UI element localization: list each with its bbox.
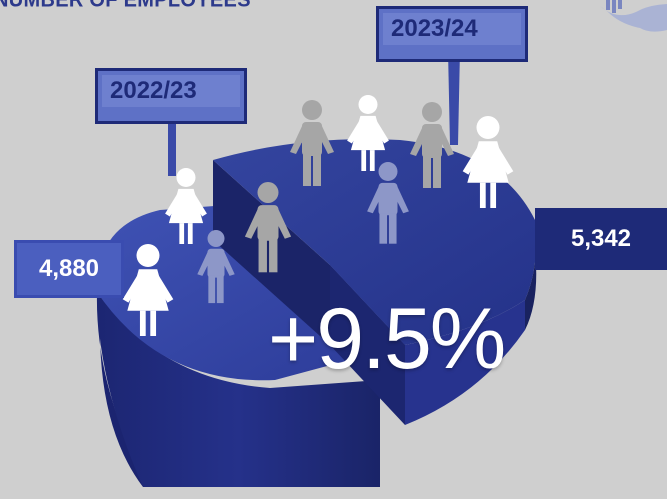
value-label-2023-24: 5,342 [535,208,667,270]
callout-line-2023-24 [448,50,460,145]
people-icons [122,95,514,336]
man-icon [197,230,235,304]
man-icon [290,100,334,186]
growth-percentage: +9.5% [268,291,506,387]
year-label-2023-24: 2023/24 [376,6,528,62]
callout-line-2022-23 [168,106,176,176]
man-icon [244,182,292,273]
pie-slice-2023-24 [213,139,537,425]
man-icon [367,162,409,244]
year-label-text: 2023/24 [383,13,521,45]
value-label-2022-23: 4,880 [14,240,124,298]
woman-icon [122,244,174,336]
woman-icon [347,95,389,171]
year-label-2022-23: 2022/23 [95,68,247,124]
logo-mark [600,0,667,32]
man-icon [410,102,454,188]
year-label-text: 2022/23 [102,75,240,107]
woman-icon [165,168,207,244]
woman-icon [462,116,514,208]
infographic-title: NUMBER OF EMPLOYEES [0,0,251,13]
